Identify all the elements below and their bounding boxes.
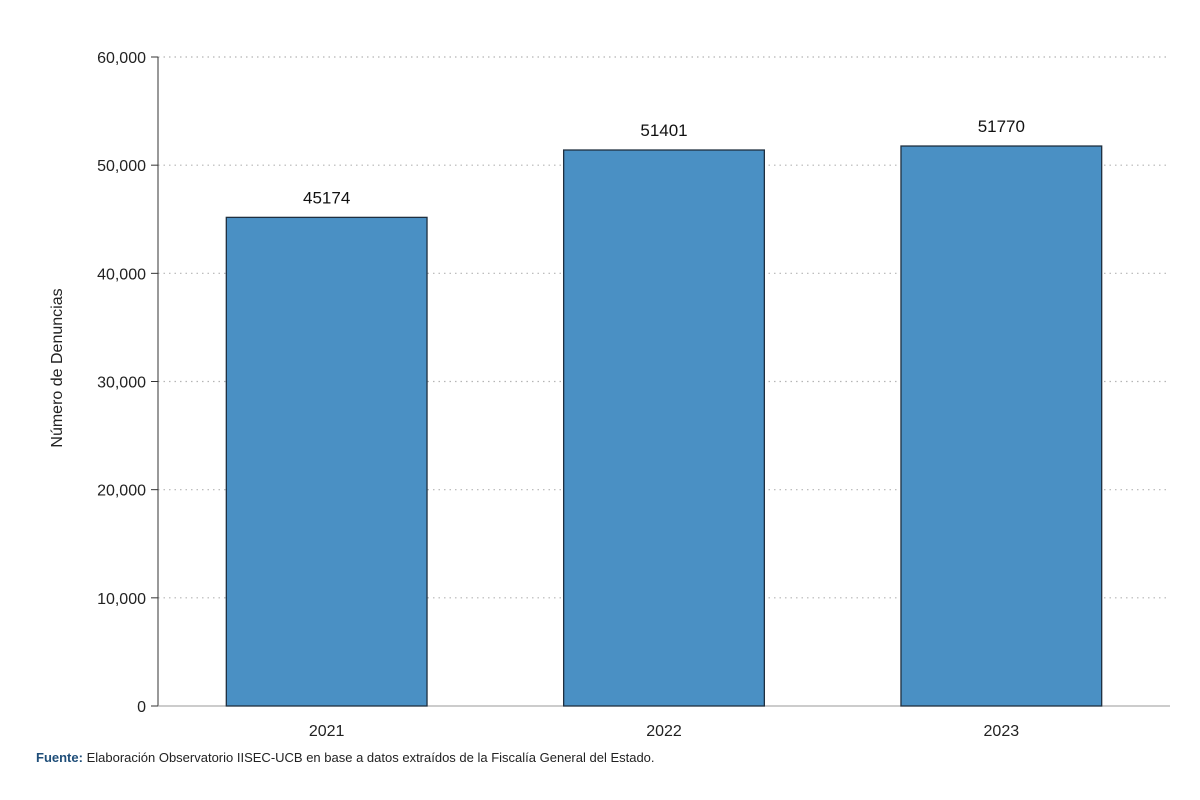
x-tick-label: 2023 bbox=[984, 723, 1020, 740]
data-label: 51401 bbox=[640, 121, 687, 140]
y-tick-label: 10,000 bbox=[97, 591, 146, 608]
bar-2021 bbox=[225, 216, 428, 707]
data-label: 51770 bbox=[978, 117, 1025, 136]
data-label: 45174 bbox=[303, 188, 350, 207]
source-text: Elaboración Observatorio IISEC-UCB en ba… bbox=[82, 750, 655, 765]
x-tick-label: 2021 bbox=[309, 723, 345, 740]
bars bbox=[225, 145, 1103, 707]
y-tick-label: 20,000 bbox=[97, 483, 146, 500]
y-tick-label: 40,000 bbox=[97, 266, 146, 283]
bar-2022 bbox=[562, 149, 766, 707]
y-tick-label: 30,000 bbox=[97, 375, 146, 392]
y-tick-label: 0 bbox=[137, 699, 146, 716]
bar-chart: 0 10,000 20,000 30,000 40,000 50,000 60,000 45… bbox=[49, 50, 1170, 740]
source-note: Fuente: Elaboración Observatorio IISEC-U… bbox=[36, 750, 655, 765]
y-tick-label: 60,000 bbox=[97, 50, 146, 67]
y-axis-label: Número de Denuncias bbox=[49, 288, 66, 447]
labels: 45174 2021 51401 2022 51770 2023 bbox=[303, 117, 1025, 740]
source-prefix: Fuente: bbox=[36, 750, 83, 765]
y-tick-label: 50,000 bbox=[97, 158, 146, 175]
bar-2023 bbox=[900, 145, 1103, 707]
x-tick-label: 2022 bbox=[646, 723, 682, 740]
